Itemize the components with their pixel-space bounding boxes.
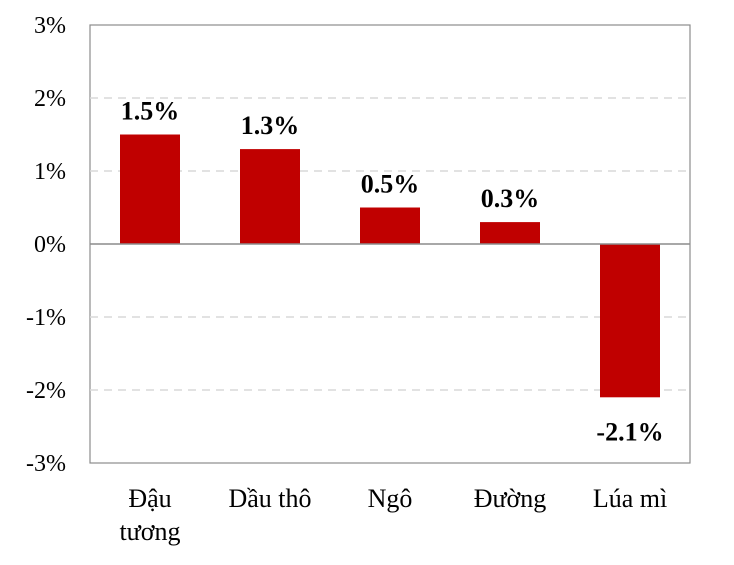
data-labels: 1.5% 1.3% 0.5% 0.3% -2.1% — [121, 97, 664, 447]
y-tick-label: 0% — [34, 232, 66, 258]
gridlines — [90, 97, 690, 391]
y-tick-label: -1% — [26, 305, 66, 331]
category-label: tương — [119, 517, 180, 546]
category-label: Ngô — [368, 484, 413, 513]
data-label: 0.3% — [481, 184, 540, 213]
y-tick-label: 1% — [34, 159, 66, 185]
category-label: Đường — [474, 484, 547, 513]
bar — [240, 149, 300, 244]
bar — [480, 222, 540, 244]
category-label: Đậu — [128, 484, 171, 513]
data-label: -2.1% — [596, 417, 663, 446]
category-label: Lúa mì — [593, 484, 667, 513]
bars — [120, 134, 660, 398]
data-label: 1.3% — [241, 111, 300, 140]
y-tick-label: -2% — [26, 378, 66, 404]
bar — [360, 207, 420, 244]
y-tick-label: 2% — [34, 86, 66, 112]
bar — [120, 134, 180, 244]
data-label: 0.5% — [361, 170, 420, 199]
y-tick-label: -3% — [26, 451, 66, 477]
category-label: Dầu thô — [228, 484, 311, 513]
bar — [600, 244, 660, 398]
x-axis-categories: Đậu tương Dầu thô Ngô Đường Lúa mì — [119, 484, 667, 546]
y-axis-ticks: 3% 2% 1% 0% -1% -2% -3% — [26, 13, 66, 477]
data-label: 1.5% — [121, 97, 180, 126]
y-tick-label: 3% — [34, 13, 66, 39]
